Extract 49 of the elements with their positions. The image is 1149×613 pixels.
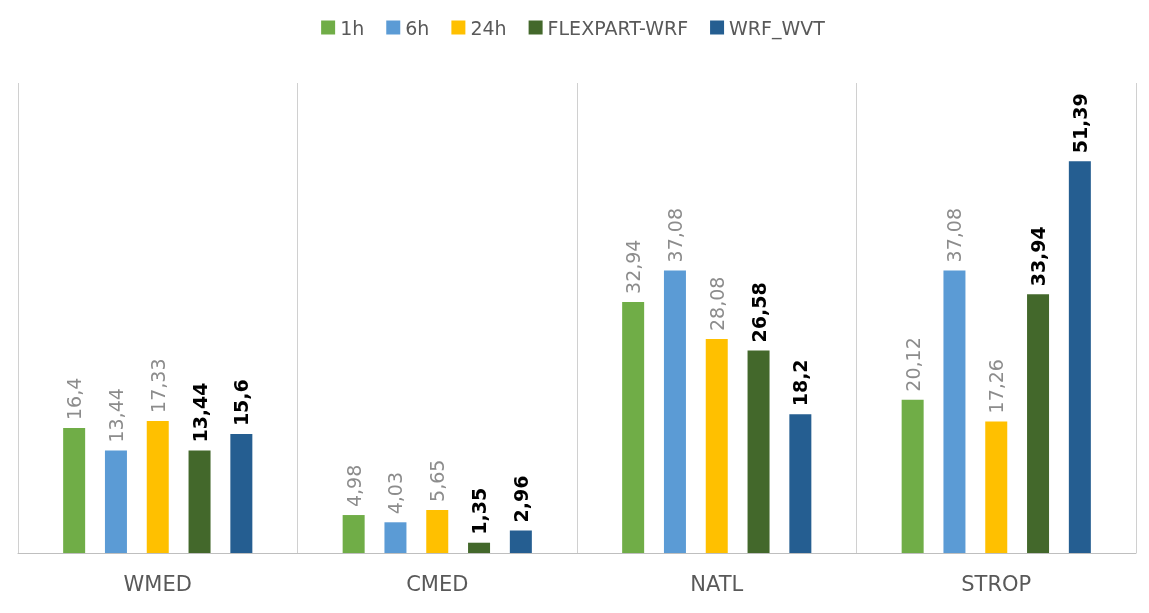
bar <box>1027 294 1050 553</box>
data-label: 18,2 <box>789 359 812 407</box>
data-label: 16,4 <box>63 377 86 421</box>
data-label: 15,6 <box>230 379 253 427</box>
data-label: 33,94 <box>1027 226 1050 287</box>
x-tick-label: NATL <box>690 571 744 596</box>
legend-label: 6h <box>405 16 430 39</box>
data-label: 17,33 <box>146 358 169 413</box>
bar <box>789 414 812 553</box>
bar <box>468 542 491 553</box>
bar <box>384 522 407 553</box>
legend-label: 1h <box>340 16 365 39</box>
legend-label: FLEXPART-WRF <box>547 16 689 39</box>
data-label: 37,08 <box>943 207 966 263</box>
data-label: 28,08 <box>705 276 728 331</box>
bar <box>663 270 686 553</box>
x-tick-label: WMED <box>123 571 192 596</box>
bar <box>509 530 532 553</box>
data-label: 17,26 <box>985 359 1008 414</box>
data-label: 5,65 <box>426 459 449 502</box>
data-label: 2,96 <box>509 475 532 523</box>
data-label: 13,44 <box>104 388 127 443</box>
x-tick-label: CMED <box>406 571 469 596</box>
bar <box>342 515 365 553</box>
bar <box>230 434 253 553</box>
data-label: 20,12 <box>901 337 924 392</box>
bar <box>1068 161 1091 553</box>
data-label: 37,08 <box>663 207 686 263</box>
bar <box>622 301 645 553</box>
bar <box>426 509 449 553</box>
legend-label: WRF_WVT <box>729 16 826 40</box>
bar <box>943 270 966 553</box>
x-tick-label: STROP <box>961 571 1032 596</box>
bar <box>747 350 770 553</box>
bar <box>188 450 211 553</box>
legend-label: 24h <box>470 16 507 39</box>
data-label: 13,44 <box>188 382 211 443</box>
bar <box>104 450 127 553</box>
data-label: 4,03 <box>384 471 407 515</box>
data-label: 51,39 <box>1068 93 1091 154</box>
data-label: 32,94 <box>622 239 645 294</box>
data-label: 1,35 <box>468 487 491 535</box>
bar <box>146 420 169 553</box>
bar <box>63 428 86 553</box>
data-label: 26,58 <box>747 282 770 343</box>
data-label: 4,98 <box>342 464 365 508</box>
bar <box>985 421 1008 553</box>
bar <box>901 399 924 553</box>
bar <box>705 338 728 553</box>
